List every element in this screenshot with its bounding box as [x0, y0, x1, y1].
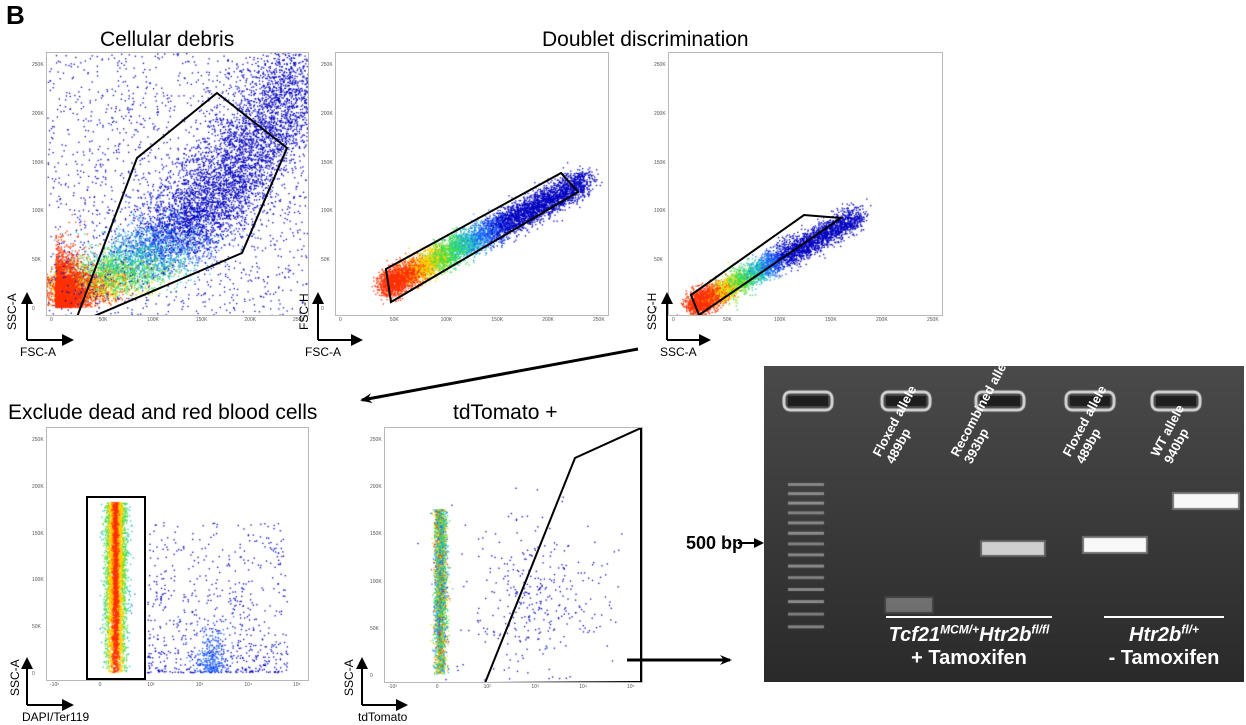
marker-500bp-label: 500 bp	[686, 533, 744, 553]
gate-rectangle	[86, 496, 146, 680]
x-tick-label: -10²	[50, 682, 59, 688]
y-tick-label: 200K	[654, 110, 666, 117]
gate-polygon	[689, 213, 844, 315]
x-tick-label: -10²	[388, 684, 397, 690]
group1-label: Tcf21MCM/+Htr2bfl/fl + Tamoxifen	[888, 622, 1050, 669]
x-tick-label: 250K	[293, 317, 305, 323]
x-tick-label: 10²	[147, 682, 155, 688]
y-tick-label: 150K	[32, 530, 44, 537]
y-tick-label: 250K	[370, 437, 382, 443]
flow-arrow	[360, 347, 639, 404]
flow-plot-exclude-dead	[46, 427, 309, 681]
y-tick-label: 50K	[654, 257, 663, 264]
y-tick-label: 100K	[654, 208, 666, 215]
y-tick-label: 50K	[370, 625, 379, 632]
x-axis-label: tdTomato	[358, 710, 408, 724]
y-tick-label: 200K	[370, 484, 382, 491]
x-tick-label: 200K	[244, 317, 257, 323]
x-axis-label: FSC-A	[20, 345, 56, 359]
x-tick-label: 100K	[774, 317, 786, 323]
group-underline	[1104, 616, 1224, 618]
gate-polygon	[384, 171, 580, 304]
group-underline	[886, 616, 1052, 618]
flow-plot-doublet-fsc	[335, 52, 609, 316]
x-tick-label: 0	[50, 317, 53, 323]
gate-polygon	[76, 91, 289, 315]
flow-plot-tdtomato	[384, 427, 643, 683]
y-tick-label: 250K	[654, 62, 666, 68]
y-tick-label: 250K	[321, 62, 333, 68]
x-tick-label: 0	[672, 317, 675, 323]
y-tick-label: 0	[370, 673, 373, 679]
y-tick-label: 50K	[321, 257, 330, 264]
x-tick-label: 10³	[531, 684, 539, 690]
x-tick-label: 0	[435, 684, 439, 690]
x-tick-label: 10⁵	[627, 684, 635, 690]
x-tick-label: 10⁵	[293, 682, 301, 688]
y-tick-label: 200K	[321, 110, 333, 117]
x-tick-label: 10³	[195, 682, 204, 688]
y-tick-label: 250K	[32, 62, 44, 68]
title-cellular-debris: Cellular debris	[100, 28, 235, 51]
title-tdtomato-positive: tdTomato +	[453, 401, 558, 424]
y-tick-label: 150K	[654, 159, 666, 166]
gel-image: Floxed allele 489bp Recombined allele 393b…	[764, 366, 1244, 682]
x-axis-label: FSC-A	[305, 345, 341, 359]
x-tick-label: 250K	[927, 317, 939, 323]
y-tick-label: 150K	[32, 159, 44, 166]
y-tick-label: 100K	[32, 577, 44, 584]
y-tick-label: 0	[321, 306, 324, 312]
y-tick-label: 50K	[32, 624, 41, 631]
title-doublet-discrimination: Doublet discrimination	[542, 28, 749, 51]
gate-polygon	[484, 428, 642, 682]
x-axis-label: DAPI/Ter119	[22, 710, 90, 724]
y-tick-label: 200K	[32, 483, 44, 490]
y-tick-label: 100K	[370, 578, 382, 585]
panel-letter: B	[6, 0, 25, 30]
x-tick-label: 200K	[542, 317, 554, 323]
x-tick-label: 250K	[593, 317, 605, 323]
x-tick-label: 50K	[389, 317, 399, 323]
flow-plot-cellular-debris	[46, 52, 309, 316]
x-tick-label: 150K	[491, 317, 504, 323]
x-tick-label: 10⁴	[244, 682, 253, 688]
x-tick-label: 50K	[98, 317, 108, 323]
y-tick-label: 150K	[370, 531, 382, 538]
group2-label: Htr2bfl/+ - Tamoxifen	[1108, 622, 1220, 669]
marker-arrow-icon	[738, 538, 764, 548]
x-tick-label: 50K	[723, 317, 732, 323]
y-tick-label: 100K	[32, 208, 44, 215]
x-tick-label: 100K	[440, 317, 453, 323]
x-tick-label: 0	[98, 682, 102, 688]
x-tick-label: 10⁴	[579, 684, 587, 690]
x-tick-label: 0	[339, 317, 342, 323]
y-tick-label: 0	[32, 306, 35, 312]
x-tick-label: 200K	[876, 317, 888, 323]
x-axis-label: SSC-A	[660, 345, 697, 359]
y-tick-label: 50K	[32, 257, 41, 264]
y-tick-label: 100K	[321, 208, 333, 215]
title-exclude-dead-rbc: Exclude dead and red blood cells	[8, 401, 318, 424]
y-tick-label: 200K	[32, 110, 44, 117]
flow-plot-doublet-ssc	[668, 52, 943, 316]
x-tick-label: 150K	[195, 317, 208, 323]
y-tick-label: 250K	[32, 437, 44, 443]
x-tick-label: 10²	[483, 684, 491, 690]
y-tick-label: 0	[654, 306, 657, 312]
y-tick-label: 150K	[321, 159, 333, 166]
x-tick-label: 100K	[147, 317, 159, 323]
x-tick-label: 150K	[825, 317, 837, 323]
y-tick-label: 0	[32, 671, 35, 677]
